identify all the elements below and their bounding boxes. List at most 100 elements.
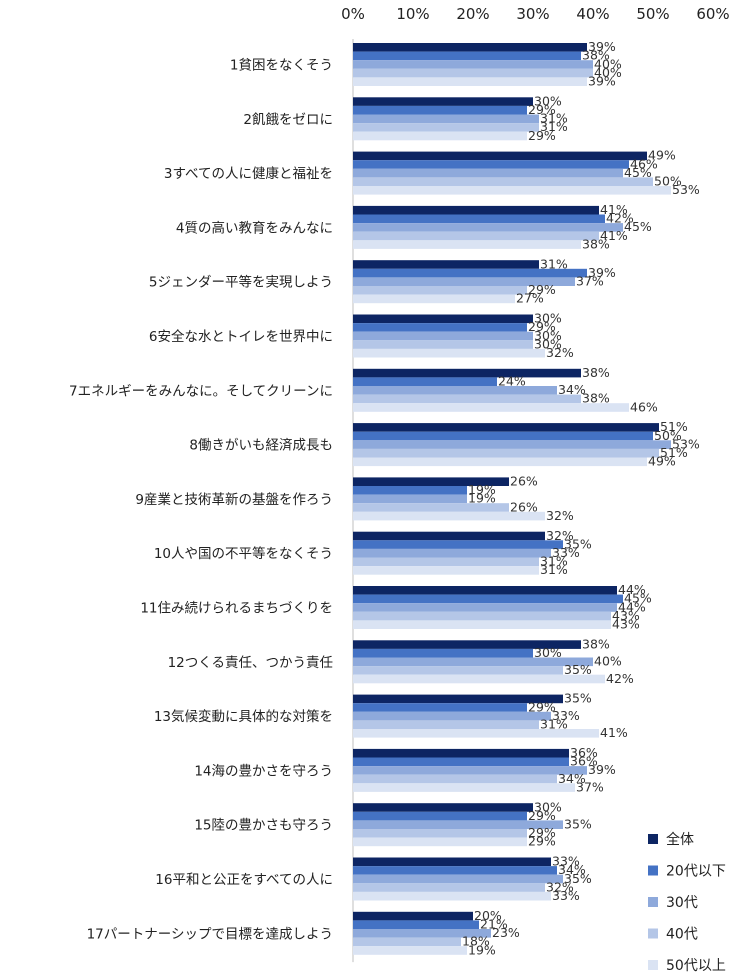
category-label: 12つくる責任、つかう責任 xyxy=(168,655,333,671)
data-label: 27% xyxy=(516,291,544,306)
data-label: 31% xyxy=(540,111,568,126)
bar xyxy=(353,151,647,161)
data-label: 21% xyxy=(480,917,508,932)
x-tick-label: 40% xyxy=(576,5,609,23)
data-label: 29% xyxy=(528,825,556,840)
data-label: 35% xyxy=(564,817,592,832)
bar xyxy=(353,68,593,78)
category-label: 5ジェンダー平等を実現しよう xyxy=(149,274,333,291)
x-tick-label: 0% xyxy=(341,5,365,23)
bar xyxy=(353,105,527,115)
bar xyxy=(353,837,527,847)
bar xyxy=(353,603,617,612)
data-label: 29% xyxy=(528,282,556,297)
data-label: 33% xyxy=(552,888,580,903)
bar xyxy=(353,748,569,758)
data-label: 35% xyxy=(564,691,592,706)
bar xyxy=(353,857,551,867)
bar xyxy=(353,703,527,712)
data-label: 18% xyxy=(462,934,490,949)
category-label: 14海の豊かさを守ろう xyxy=(194,763,333,779)
bar xyxy=(353,729,599,738)
legend-swatch xyxy=(648,834,658,844)
category-label: 16平和と公正をすべての人に xyxy=(155,872,333,888)
bar xyxy=(353,783,575,792)
data-label: 41% xyxy=(600,725,628,740)
bar xyxy=(353,448,659,458)
bar xyxy=(353,403,629,412)
data-label: 30% xyxy=(534,336,562,351)
data-label: 34% xyxy=(558,382,586,397)
bar xyxy=(353,486,467,495)
data-label: 29% xyxy=(528,808,556,823)
data-label: 31% xyxy=(540,562,568,577)
data-label: 39% xyxy=(588,762,616,777)
bar xyxy=(353,51,581,61)
data-label: 51% xyxy=(660,445,688,460)
bar xyxy=(353,803,533,812)
data-label: 39% xyxy=(588,39,616,54)
bar xyxy=(353,883,545,892)
bar xyxy=(353,368,581,378)
legend-label: 20代以下 xyxy=(666,864,726,880)
bar xyxy=(353,657,593,667)
x-tick-label: 10% xyxy=(396,5,429,23)
data-label: 30% xyxy=(534,311,562,326)
bar xyxy=(353,423,659,432)
bar xyxy=(353,114,539,124)
bar xyxy=(353,640,581,649)
data-label: 19% xyxy=(468,482,496,497)
category-label: 2飢餓をゼロに xyxy=(243,112,333,128)
data-label: 45% xyxy=(624,591,652,606)
legend-swatch xyxy=(648,897,658,907)
data-label: 31% xyxy=(540,119,568,134)
data-label: 38% xyxy=(582,236,610,251)
data-label: 50% xyxy=(654,174,682,189)
bar xyxy=(353,937,461,947)
bar xyxy=(353,377,497,386)
data-label: 38% xyxy=(582,48,610,63)
category-label: 15陸の豊かさも守ろう xyxy=(194,818,333,834)
data-label: 46% xyxy=(630,156,658,171)
bar xyxy=(353,503,509,512)
bar xyxy=(353,60,593,69)
legend-label: 全体 xyxy=(666,831,694,848)
data-label: 35% xyxy=(564,536,592,551)
bar xyxy=(353,911,473,921)
bar xyxy=(353,331,533,341)
data-label: 42% xyxy=(606,211,634,226)
data-label: 30% xyxy=(534,645,562,660)
category-label: 4質の高い教育をみんなに xyxy=(176,219,333,236)
bar xyxy=(353,43,587,52)
data-label: 38% xyxy=(582,636,610,651)
data-label: 40% xyxy=(594,56,622,71)
data-label: 23% xyxy=(492,925,520,940)
data-label: 30% xyxy=(534,799,562,814)
bar xyxy=(353,774,557,784)
category-label: 6安全な水とトイレを世界中に xyxy=(149,328,333,345)
bar xyxy=(353,314,533,324)
data-label: 26% xyxy=(510,499,538,514)
bar xyxy=(353,666,563,675)
data-label: 41% xyxy=(600,202,628,217)
data-label: 49% xyxy=(648,148,676,163)
data-label: 41% xyxy=(600,228,628,243)
bar xyxy=(353,123,539,132)
data-label: 29% xyxy=(528,128,556,143)
bar xyxy=(353,891,551,901)
bar xyxy=(353,720,539,729)
data-label: 36% xyxy=(570,754,598,769)
legend-label: 40代 xyxy=(666,927,698,943)
bar xyxy=(353,323,527,332)
bar xyxy=(353,811,527,821)
bar xyxy=(353,757,569,767)
bar xyxy=(353,694,563,704)
bar xyxy=(353,277,575,286)
data-label: 31% xyxy=(540,256,568,271)
data-label: 29% xyxy=(528,699,556,714)
data-label: 19% xyxy=(468,491,496,506)
x-tick-label: 20% xyxy=(456,5,489,23)
bar xyxy=(353,231,599,241)
data-label: 33% xyxy=(552,854,580,869)
data-label: 38% xyxy=(582,391,610,406)
